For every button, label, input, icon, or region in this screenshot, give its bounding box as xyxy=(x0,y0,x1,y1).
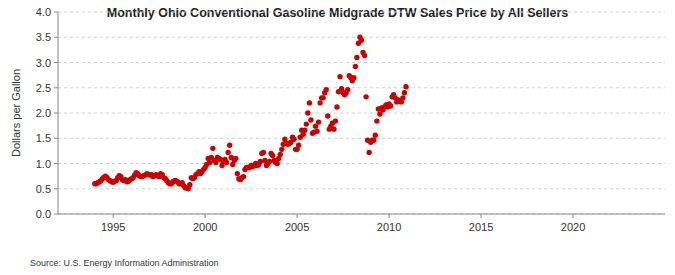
point xyxy=(225,150,230,155)
x-axis xyxy=(58,214,665,215)
point xyxy=(354,55,359,60)
y-tick-label: 3.0 xyxy=(36,57,51,69)
point xyxy=(308,117,313,122)
point xyxy=(307,100,312,105)
point xyxy=(267,159,272,164)
x-tick-label: 2015 xyxy=(469,221,493,233)
y-tick-label: 4.0 xyxy=(36,6,51,18)
point xyxy=(291,137,296,142)
point xyxy=(337,74,342,79)
point xyxy=(302,127,307,132)
background xyxy=(0,0,675,275)
grid-line xyxy=(58,188,665,189)
y-tick-label: 0.0 xyxy=(36,208,51,220)
x-tick xyxy=(389,214,390,218)
point xyxy=(324,87,329,92)
y-tick-label: 0.5 xyxy=(36,183,51,195)
point xyxy=(235,171,240,176)
point xyxy=(403,84,408,89)
y-tick xyxy=(54,113,58,114)
x-tick-label: 2020 xyxy=(561,221,585,233)
chart: Monthly Ohio Conventional Gasoline Midgr… xyxy=(0,0,675,275)
title: Monthly Ohio Conventional Gasoline Midgr… xyxy=(107,6,568,20)
point xyxy=(314,128,319,133)
point xyxy=(325,113,330,118)
point xyxy=(366,150,371,155)
point xyxy=(233,156,238,161)
grid-line xyxy=(58,163,665,164)
point xyxy=(331,126,336,131)
point xyxy=(278,152,283,157)
point xyxy=(316,119,321,124)
x-tick-label: 1995 xyxy=(101,221,125,233)
x-tick xyxy=(297,214,298,218)
x-tick xyxy=(481,214,482,218)
x-tick-label: 2005 xyxy=(285,221,309,233)
point xyxy=(279,147,284,152)
point xyxy=(388,103,393,108)
point xyxy=(371,138,376,143)
x-tick xyxy=(113,214,114,218)
x-tick xyxy=(205,214,206,218)
point xyxy=(351,75,356,80)
x-tick-label: 2000 xyxy=(193,221,217,233)
point xyxy=(296,143,301,148)
point xyxy=(187,182,192,187)
point xyxy=(241,174,246,179)
y-tick xyxy=(54,62,58,63)
point xyxy=(345,87,350,92)
y-axis xyxy=(58,12,59,214)
y-tick xyxy=(54,12,58,13)
y-axis-label: Dollars per Gallon xyxy=(10,69,22,157)
point xyxy=(320,95,325,100)
point xyxy=(362,53,367,58)
point xyxy=(258,159,263,164)
point xyxy=(224,160,229,165)
source: Source: U.S. Energy Information Administ… xyxy=(30,258,219,268)
point xyxy=(359,38,364,43)
y-tick-label: 1.0 xyxy=(36,158,51,170)
point xyxy=(227,143,232,148)
y-tick xyxy=(54,188,58,189)
y-tick-label: 2.0 xyxy=(36,107,51,119)
point xyxy=(207,160,212,165)
x-tick xyxy=(573,214,574,218)
y-tick xyxy=(54,37,58,38)
point xyxy=(400,95,405,100)
grid-line xyxy=(58,138,665,139)
grid-line xyxy=(58,62,665,63)
point xyxy=(363,94,368,99)
y-tick xyxy=(54,163,58,164)
y-tick-label: 1.5 xyxy=(36,132,51,144)
grid-line xyxy=(58,214,665,215)
grid-line xyxy=(58,87,665,88)
point xyxy=(304,121,309,126)
point xyxy=(210,146,215,151)
point xyxy=(305,110,310,115)
point xyxy=(353,64,358,69)
y-tick xyxy=(54,214,58,215)
point xyxy=(334,104,339,109)
points xyxy=(92,35,409,192)
y-tick-label: 3.5 xyxy=(36,31,51,43)
point xyxy=(402,90,407,95)
point xyxy=(270,153,275,158)
grid-line xyxy=(58,113,665,114)
point xyxy=(374,118,379,123)
point xyxy=(333,118,338,123)
y-tick xyxy=(54,87,58,88)
y-tick xyxy=(54,138,58,139)
point xyxy=(317,100,322,105)
point xyxy=(261,150,266,155)
grid-line xyxy=(58,12,665,13)
x-tick-label: 2010 xyxy=(377,221,401,233)
point xyxy=(373,133,378,138)
point xyxy=(275,161,280,166)
y-tick-label: 2.5 xyxy=(36,82,51,94)
